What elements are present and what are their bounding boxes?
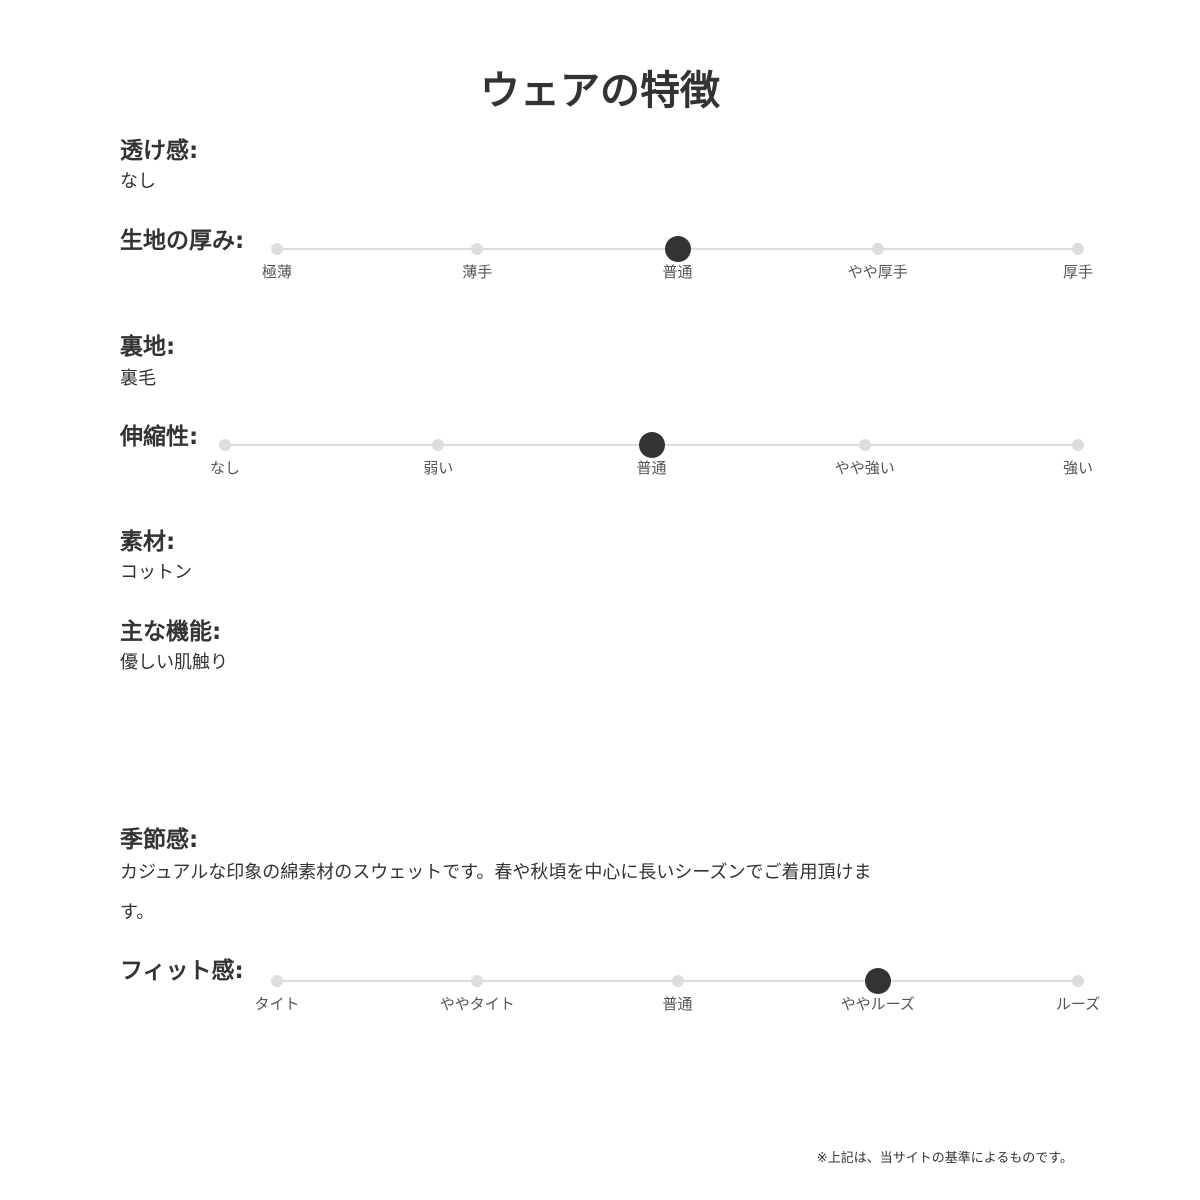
scale-marker — [871, 243, 884, 255]
season-label: 季節感: — [120, 827, 199, 853]
scale-marker — [471, 243, 484, 255]
scale-option-label: ルーズ — [1055, 995, 1101, 1013]
scale-option-label: 普通 — [636, 459, 667, 477]
scale-option-label: 普通 — [662, 263, 693, 281]
lining-label: 裏地: — [120, 334, 176, 360]
scale-option-label: 極薄 — [261, 263, 293, 281]
scale-marker — [219, 439, 231, 451]
stretch-label: 伸縮性: — [120, 424, 199, 450]
thickness-scale: 極薄 薄手 普通 やや厚手 厚手 — [262, 236, 1093, 288]
stretch-scale: なし 弱い 普通 やや強い 強い — [210, 432, 1093, 484]
scale-marker — [1072, 243, 1084, 255]
page-title: ウェアの特徴 — [480, 68, 720, 114]
scale-option-label: 強い — [1062, 459, 1094, 477]
material-value: コットン — [120, 562, 192, 583]
scale-marker — [471, 975, 484, 987]
scale-option-label: 普通 — [662, 995, 693, 1013]
scale-option-label: 弱い — [423, 459, 454, 477]
scale-marker — [1072, 439, 1084, 451]
scale-option-label: 薄手 — [462, 263, 493, 281]
scale-marker — [671, 975, 684, 987]
scale-marker — [1072, 975, 1084, 987]
scale-option-label: 厚手 — [1062, 263, 1094, 281]
scale-option-label: ややルーズ — [840, 995, 915, 1013]
features-value: 優しい肌触り — [120, 652, 228, 673]
sheerness-label: 透け感: — [120, 138, 199, 164]
scale-marker — [858, 439, 871, 451]
features-label: 主な機能: — [120, 619, 222, 645]
scale-option-label: タイト — [254, 995, 300, 1013]
scale-option-label: なし — [209, 459, 241, 477]
scale-marker — [271, 975, 283, 987]
scale-marker — [271, 243, 283, 255]
sheerness-value: なし — [120, 171, 156, 192]
scale-marker-selected — [638, 432, 665, 458]
scale-marker — [432, 439, 445, 451]
scale-marker-selected — [864, 968, 891, 994]
fit-label: フィット感: — [120, 958, 244, 984]
footnote: ※上記は、当サイトの基準によるものです。 — [816, 1151, 1073, 1166]
fit-scale: タイト ややタイト 普通 ややルーズ ルーズ — [254, 968, 1100, 1020]
scale-option-label: やや厚手 — [847, 263, 908, 281]
season-description: カジュアルな印象の綿素材のスウェットです。春や秋頃を中心に長いシーズンでご着用頂… — [120, 862, 872, 923]
lining-value: 裏毛 — [120, 368, 156, 389]
scale-marker-selected — [664, 236, 691, 262]
scale-option-label: ややタイト — [439, 995, 515, 1013]
thickness-label: 生地の厚み: — [120, 228, 245, 254]
material-label: 素材: — [120, 529, 176, 555]
scale-option-label: やや強い — [834, 459, 895, 477]
